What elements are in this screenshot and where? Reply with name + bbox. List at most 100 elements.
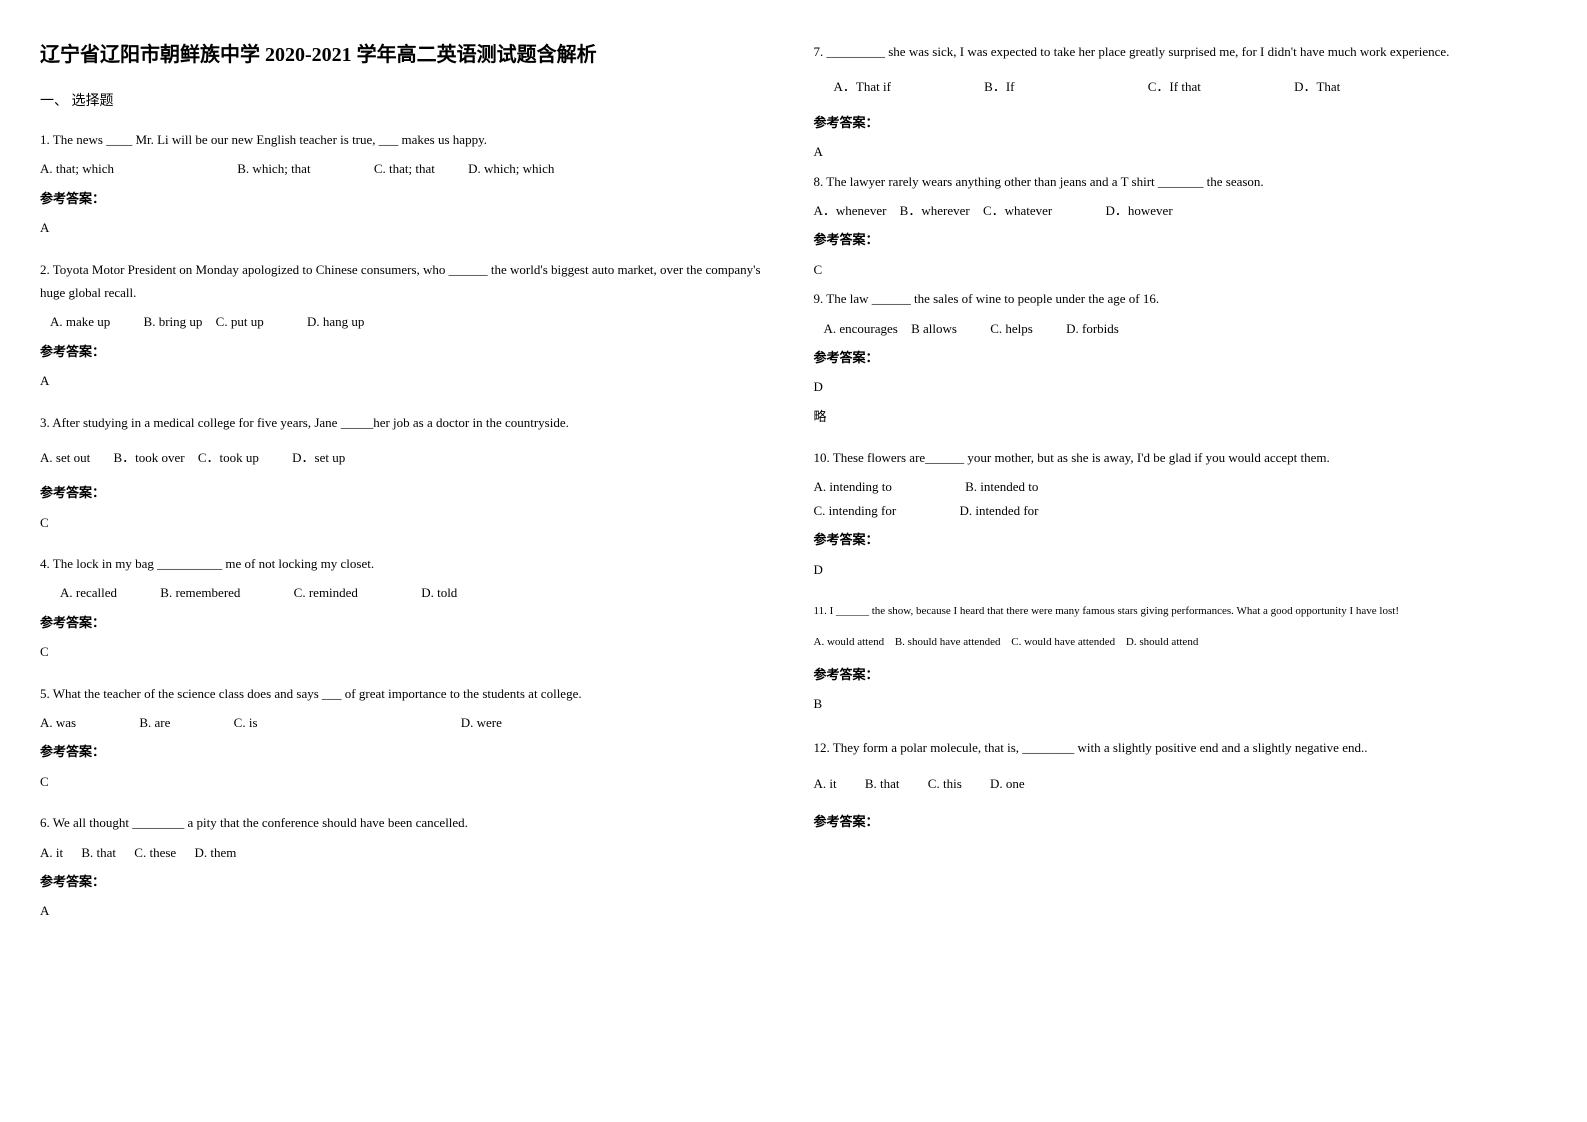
answer-label: 参考答案： xyxy=(814,663,1548,686)
question-10: 10. These flowers are______ your mother,… xyxy=(814,446,1548,581)
option-a: A. intending to xyxy=(814,475,892,498)
answer-value: A xyxy=(40,369,774,392)
right-column: 7. _________ she was sick, I was expecte… xyxy=(814,40,1548,941)
option-d: D. were xyxy=(461,711,502,734)
option-b: B. which; that xyxy=(237,157,310,180)
question-text: 10. These flowers are______ your mother,… xyxy=(814,446,1548,469)
left-column: 辽宁省辽阳市朝鲜族中学 2020-2021 学年高二英语测试题含解析 一、 选择… xyxy=(40,40,774,941)
question-options: A. it B. that C. this D. one xyxy=(814,772,1548,795)
question-options: A. was B. are C. is D. were xyxy=(40,711,774,734)
answer-value: C xyxy=(40,511,774,534)
question-options: A. encourages B allows C. helps D. forbi… xyxy=(814,317,1548,340)
question-text: 8. The lawyer rarely wears anything othe… xyxy=(814,170,1548,193)
option-d: D. one xyxy=(990,772,1025,795)
option-a: A. set out xyxy=(40,446,90,469)
answer-label: 参考答案： xyxy=(40,611,774,634)
question-text: 12. They form a polar molecule, that is,… xyxy=(814,734,1548,763)
answer-value: C xyxy=(40,640,774,663)
section-heading: 一、 选择题 xyxy=(40,90,774,110)
option-d: D. which; which xyxy=(468,157,554,180)
option-c: C. these xyxy=(134,841,176,864)
question-4: 4. The lock in my bag __________ me of n… xyxy=(40,552,774,664)
answer-label: 参考答案： xyxy=(40,481,774,504)
question-text: 4. The lock in my bag __________ me of n… xyxy=(40,552,774,575)
answer-label: 参考答案： xyxy=(40,740,774,763)
answer-value: B xyxy=(814,692,1548,715)
question-options: A. would attend B. should have attended … xyxy=(814,633,1548,653)
option-a: A. recalled xyxy=(60,581,117,604)
option-b: B. are xyxy=(139,711,170,734)
question-options: A. recalled B. remembered C. reminded D.… xyxy=(40,581,774,604)
answer-label: 参考答案： xyxy=(40,340,774,363)
question-5: 5. What the teacher of the science class… xyxy=(40,682,774,794)
option-d: D. forbids xyxy=(1066,317,1119,340)
option-a: A．That if xyxy=(834,75,891,98)
answer-label: 参考答案： xyxy=(814,346,1548,369)
question-options: A．That if B．If C．If that D．That xyxy=(814,75,1548,98)
question-text: 2. Toyota Motor President on Monday apol… xyxy=(40,258,774,305)
option-b: B allows xyxy=(911,317,957,340)
option-c: C. helps xyxy=(990,317,1033,340)
answer-value: C xyxy=(814,258,1548,281)
option-c: C. reminded xyxy=(294,581,358,604)
question-text: 6. We all thought ________ a pity that t… xyxy=(40,811,774,834)
option-c: C. would have attended xyxy=(1011,633,1115,653)
option-d: D. should attend xyxy=(1126,633,1198,653)
question-6: 6. We all thought ________ a pity that t… xyxy=(40,811,774,923)
option-a: A. that; which xyxy=(40,157,114,180)
answer-value: C xyxy=(40,770,774,793)
answer-value: D xyxy=(814,558,1548,581)
option-b: B. remembered xyxy=(160,581,240,604)
option-a: A. was xyxy=(40,711,76,734)
question-options: A. make up B. bring up C. put up D. hang… xyxy=(40,310,774,333)
answer-label: 参考答案： xyxy=(814,528,1548,551)
question-1: 1. The news ____ Mr. Li will be our new … xyxy=(40,128,774,240)
question-options: A. set out B．took over C．took up D．set u… xyxy=(40,446,774,469)
document-title: 辽宁省辽阳市朝鲜族中学 2020-2021 学年高二英语测试题含解析 xyxy=(40,40,774,70)
answer-value: A xyxy=(40,899,774,922)
question-text: 9. The law ______ the sales of wine to p… xyxy=(814,287,1548,310)
option-c: C．took up xyxy=(198,446,259,469)
answer-label: 参考答案： xyxy=(40,187,774,210)
question-2: 2. Toyota Motor President on Monday apol… xyxy=(40,258,774,393)
option-d: D. them xyxy=(194,841,236,864)
option-c: C. is xyxy=(234,711,258,734)
question-text: 11. I ______ the show, because I heard t… xyxy=(814,599,1548,623)
question-text: 5. What the teacher of the science class… xyxy=(40,682,774,705)
option-d: D．however xyxy=(1106,199,1173,222)
page-container: 辽宁省辽阳市朝鲜族中学 2020-2021 学年高二英语测试题含解析 一、 选择… xyxy=(40,40,1547,941)
question-text: 7. _________ she was sick, I was expecte… xyxy=(814,40,1548,63)
option-d: D. intended for xyxy=(959,499,1038,522)
option-b: B．If xyxy=(984,75,1014,98)
option-c: C. this xyxy=(928,772,962,795)
answer-explanation: 略 xyxy=(814,405,1548,428)
answer-label: 参考答案： xyxy=(40,870,774,893)
option-c: C．whatever xyxy=(983,199,1052,222)
option-c: C. that; that xyxy=(374,157,435,180)
option-b: B. that xyxy=(81,841,116,864)
answer-label: 参考答案： xyxy=(814,228,1548,251)
answer-label: 参考答案： xyxy=(814,111,1548,134)
question-text: 3. After studying in a medical college f… xyxy=(40,411,774,434)
answer-value: A xyxy=(40,216,774,239)
answer-value: D xyxy=(814,375,1548,398)
option-d: D. told xyxy=(421,581,457,604)
option-a: A. it xyxy=(814,772,837,795)
option-b: B. that xyxy=(865,772,900,795)
question-text: 1. The news ____ Mr. Li will be our new … xyxy=(40,128,774,151)
option-b: B．wherever xyxy=(900,199,970,222)
question-7: 7. _________ she was sick, I was expecte… xyxy=(814,40,1548,164)
option-b: B. intended to xyxy=(965,475,1038,498)
question-9: 9. The law ______ the sales of wine to p… xyxy=(814,287,1548,428)
option-b: B．took over xyxy=(113,446,184,469)
answer-label: 参考答案： xyxy=(814,810,1548,833)
option-a: A. encourages xyxy=(824,317,898,340)
option-c: C. intending for xyxy=(814,499,897,522)
question-options: A．whenever B．wherever C．whatever D．howev… xyxy=(814,199,1548,222)
question-3: 3. After studying in a medical college f… xyxy=(40,411,774,535)
option-d: D．That xyxy=(1294,75,1340,98)
option-a: A. would attend xyxy=(814,633,885,653)
question-options: A. it B. that C. these D. them xyxy=(40,841,774,864)
option-a: A．whenever xyxy=(814,199,887,222)
question-12: 12. They form a polar molecule, that is,… xyxy=(814,734,1548,833)
